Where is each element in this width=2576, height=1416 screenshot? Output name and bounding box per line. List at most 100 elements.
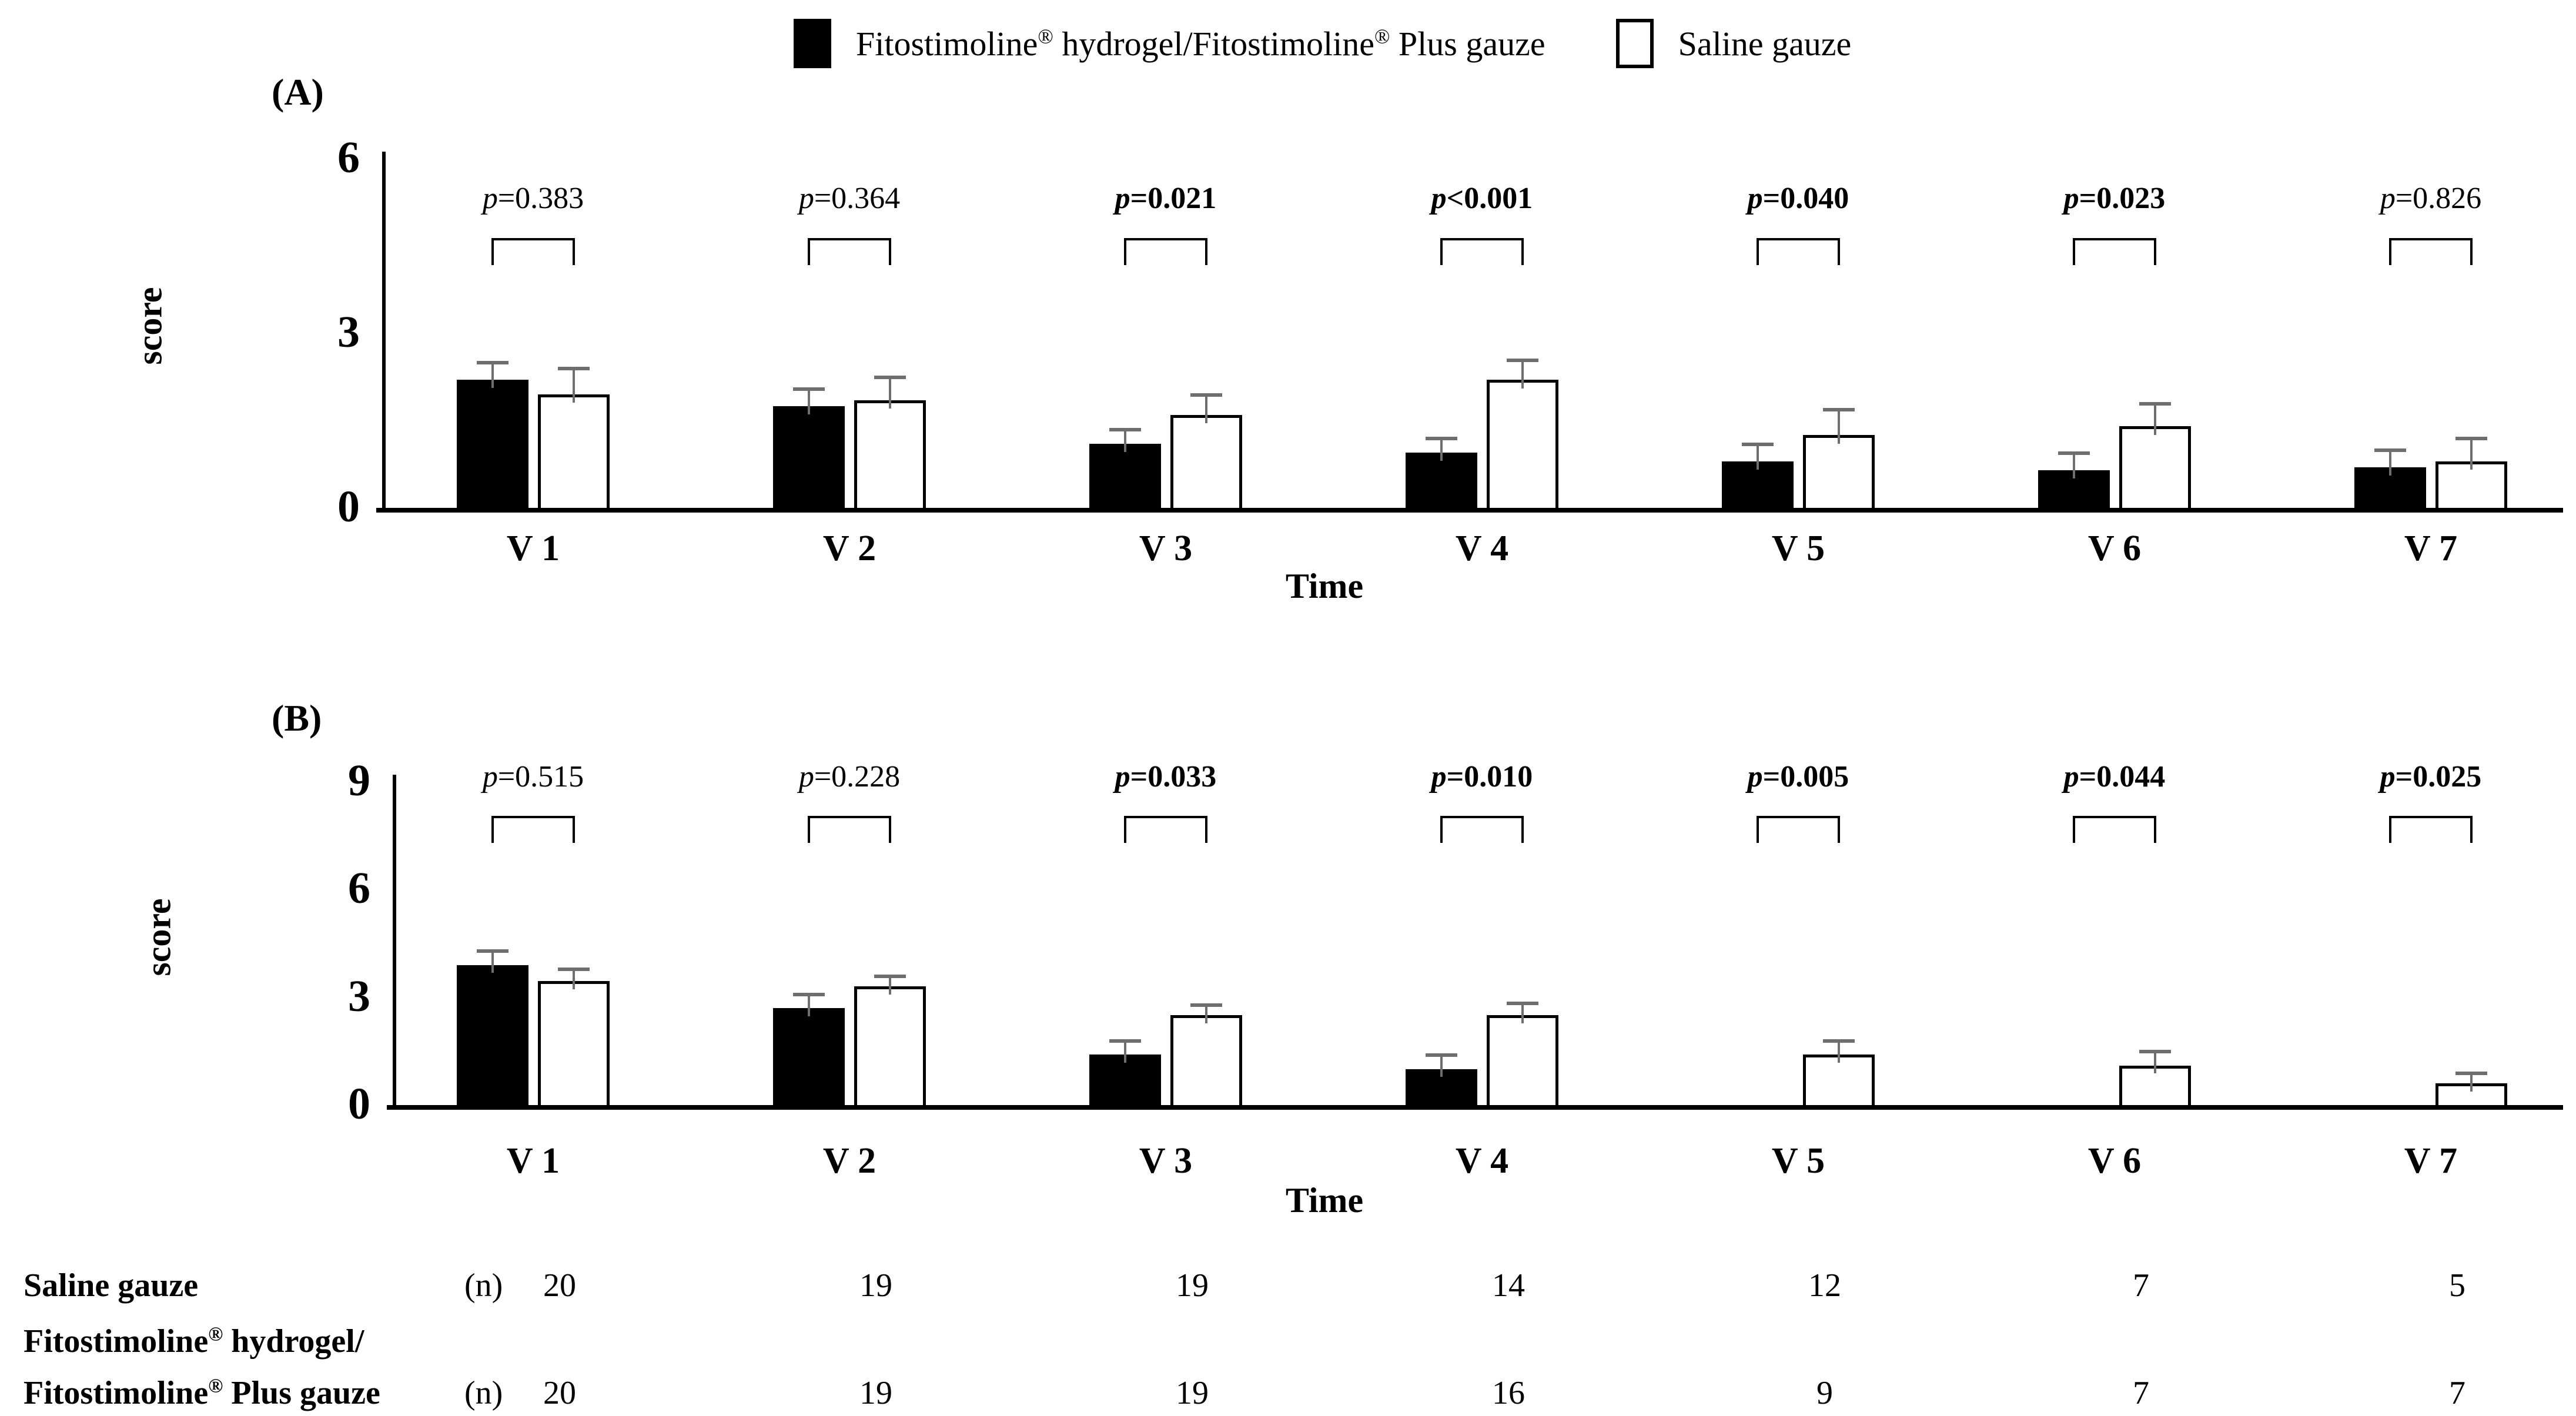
bar-saline-v2 xyxy=(854,400,926,511)
significance-bracket-v1 xyxy=(491,816,575,843)
table-cell: 7 xyxy=(2449,1375,2465,1411)
error-bar-cap xyxy=(1426,1053,1457,1057)
bar-saline-v3 xyxy=(1170,1015,1242,1108)
error-bar-stem xyxy=(2470,438,2473,470)
significance-bracket-v3 xyxy=(1124,816,1207,843)
p-value-v5: p=0.040 xyxy=(1747,182,1849,215)
x-tick-v2: V 2 xyxy=(822,1141,876,1181)
x-tick-v5: V 5 xyxy=(1771,1141,1825,1181)
error-bar-stem xyxy=(2389,450,2391,476)
error-bar-cap xyxy=(1426,437,1457,440)
bar-fitostimoline-v2 xyxy=(773,1008,845,1105)
p-value-v1: p=0.383 xyxy=(482,182,584,215)
significance-bracket-v7 xyxy=(2389,238,2473,265)
error-bar-cap xyxy=(1190,1003,1222,1007)
table-unit-n: (n) xyxy=(464,1375,503,1411)
table-cell: 20 xyxy=(543,1375,576,1411)
error-bar-stem xyxy=(491,950,494,973)
error-bar-cap xyxy=(1190,393,1222,397)
error-bar-cap xyxy=(1823,408,1855,411)
table-row-label: Fitostimoline® hydrogel/ xyxy=(24,1323,364,1360)
bar-fitostimoline-v1 xyxy=(457,380,528,508)
error-bar-cap xyxy=(2139,1050,2171,1053)
error-bar-stem xyxy=(1124,429,1126,452)
significance-bracket-v4 xyxy=(1440,238,1524,265)
error-bar-cap xyxy=(874,975,906,978)
x-axis xyxy=(387,1105,2563,1110)
bar-saline-v1 xyxy=(538,394,610,511)
table-cell: 7 xyxy=(2133,1267,2149,1304)
table-cell: 12 xyxy=(1808,1267,1841,1304)
x-tick-v1: V 1 xyxy=(506,528,560,568)
error-bar-stem xyxy=(491,362,494,388)
table-cell: 7 xyxy=(2133,1375,2149,1411)
error-bar-stem xyxy=(1440,1055,1443,1077)
x-axis-title: Time xyxy=(1285,567,1364,605)
error-bar-cap xyxy=(1109,428,1141,431)
p-value-v2: p=0.364 xyxy=(798,182,901,215)
x-axis xyxy=(376,508,2563,513)
table-cell: 19 xyxy=(859,1267,892,1304)
error-bar-stem xyxy=(1838,409,1840,444)
y-tick-label-3: 3 xyxy=(337,307,360,357)
bar-saline-v5 xyxy=(1803,435,1875,511)
table-cell: 20 xyxy=(543,1267,576,1304)
table-unit-n: (n) xyxy=(464,1267,503,1304)
significance-bracket-v1 xyxy=(491,238,575,265)
significance-bracket-v6 xyxy=(2073,238,2156,265)
significance-bracket-v2 xyxy=(808,816,891,843)
p-value-v4: p=0.010 xyxy=(1431,760,1533,794)
error-bar-cap xyxy=(793,993,825,996)
bar-saline-v2 xyxy=(854,986,926,1108)
significance-bracket-v5 xyxy=(1757,238,1840,265)
table-cell: 14 xyxy=(1492,1267,1525,1304)
y-axis-title: score xyxy=(139,898,178,976)
y-tick-label-6: 6 xyxy=(348,863,370,913)
x-tick-v6: V 6 xyxy=(2087,528,2142,568)
significance-bracket-v6 xyxy=(2073,816,2156,843)
error-bar-stem xyxy=(808,389,810,414)
table-cell: 19 xyxy=(1176,1267,1209,1304)
error-bar-stem xyxy=(2470,1073,2473,1092)
error-bar-cap xyxy=(2455,437,2487,440)
bar-saline-v5 xyxy=(1803,1055,1875,1108)
error-bar-stem xyxy=(1205,394,1207,423)
table-cell: 9 xyxy=(1816,1375,1833,1411)
legend: Fitostimoline® hydrogel/Fitostimoline® P… xyxy=(794,19,1851,68)
table-cell: 19 xyxy=(1176,1375,1209,1411)
significance-bracket-v3 xyxy=(1124,238,1207,265)
error-bar-cap xyxy=(2455,1072,2487,1075)
error-bar-stem xyxy=(2073,453,2075,478)
error-bar-stem xyxy=(1838,1040,1840,1063)
error-bar-cap xyxy=(1507,1002,1538,1005)
table-cell: 16 xyxy=(1492,1375,1525,1411)
fitostimoline-swatch xyxy=(794,19,831,68)
x-tick-v7: V 7 xyxy=(2404,528,2458,568)
error-bar-stem xyxy=(573,969,575,989)
legend-label-saline: Saline gauze xyxy=(1678,24,1852,63)
x-tick-v5: V 5 xyxy=(1771,528,1825,568)
error-bar-stem xyxy=(2154,1051,2156,1073)
p-value-v6: p=0.044 xyxy=(2063,760,2166,794)
bar-saline-v3 xyxy=(1170,415,1242,511)
significance-bracket-v7 xyxy=(2389,816,2473,843)
bar-fitostimoline-v1 xyxy=(457,965,528,1105)
significance-bracket-v2 xyxy=(808,238,891,265)
error-bar-cap xyxy=(477,949,508,953)
error-bar-cap xyxy=(793,387,825,391)
error-bar-stem xyxy=(573,368,575,403)
y-tick-label-0: 0 xyxy=(348,1079,370,1129)
legend-item-saline: Saline gauze xyxy=(1615,19,1852,68)
y-tick-label-0: 0 xyxy=(337,482,360,531)
bar-saline-v4 xyxy=(1487,1015,1558,1108)
x-tick-v7: V 7 xyxy=(2404,1141,2458,1181)
p-value-v5: p=0.005 xyxy=(1747,760,1849,794)
x-tick-v6: V 6 xyxy=(2087,1141,2142,1181)
error-bar-stem xyxy=(808,994,810,1016)
error-bar-cap xyxy=(558,968,590,971)
error-bar-cap xyxy=(2139,402,2171,406)
x-tick-v3: V 3 xyxy=(1139,1141,1193,1181)
table-cell: 19 xyxy=(859,1375,892,1411)
bar-fitostimoline-v3 xyxy=(1089,1055,1161,1105)
